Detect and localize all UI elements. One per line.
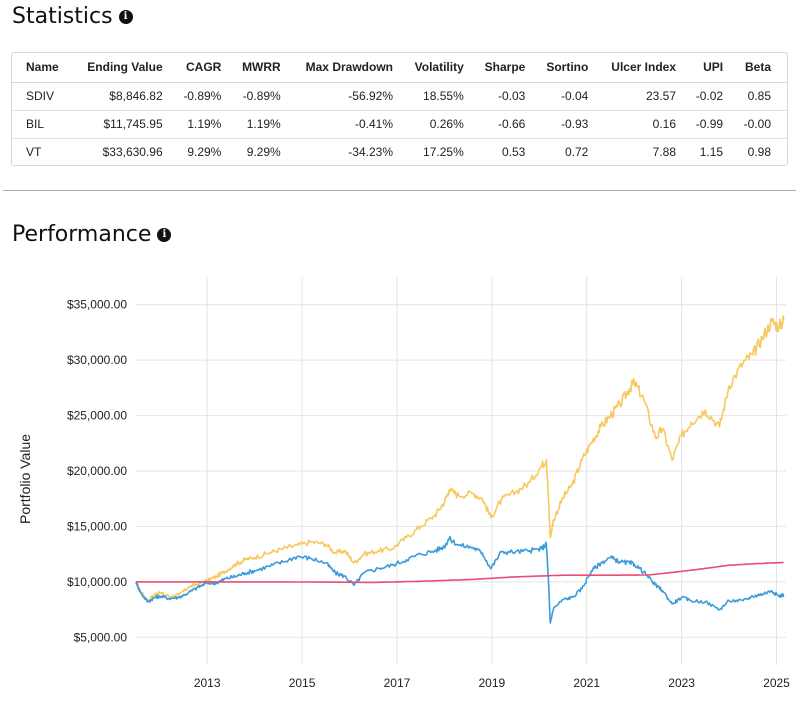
table-cell: -0.89%	[229, 82, 289, 111]
column-header[interactable]: Name	[12, 53, 72, 83]
series-line-2	[136, 561, 784, 584]
y-tick-label: $10,000.00	[67, 575, 127, 589]
statistics-title: Statistics i	[12, 4, 133, 29]
portfolio-name-cell: SDIV	[12, 82, 72, 111]
table-cell: 0.16	[596, 110, 684, 139]
table-cell: -0.04	[533, 82, 597, 111]
column-header[interactable]: Ending Value	[71, 53, 171, 83]
statistics-table-container: Name Ending Value CAGR MWRR Max Drawdown Vola…	[11, 52, 788, 166]
statistics-table: Name Ending Value CAGR MWRR Max Drawdown Vola…	[12, 53, 787, 166]
column-header[interactable]: UPI	[684, 53, 732, 83]
table-cell: -0.99	[684, 110, 732, 139]
x-tick-label: 2017	[384, 676, 411, 690]
series-line-0	[135, 315, 785, 602]
performance-chart: $5,000.00 $10,000.00 $15,000.00 $20,000.00 $…	[17, 277, 790, 690]
column-header[interactable]: Sortino	[533, 53, 597, 83]
column-header[interactable]: Volatility	[401, 53, 472, 83]
column-header[interactable]: Max Drawdown	[288, 53, 401, 83]
table-cell: $11,745.95	[71, 110, 171, 139]
table-cell: 0.26%	[401, 110, 472, 139]
table-header-row: Name Ending Value CAGR MWRR Max Drawdown Vola…	[12, 53, 787, 83]
table-cell: $33,630.96	[102, 145, 163, 160]
table-cell: 9.29%	[246, 145, 281, 160]
table-cell: -34.23%	[348, 145, 393, 160]
y-tick-label: $15,000.00	[67, 519, 127, 533]
chart-series	[135, 315, 785, 624]
info-icon[interactable]: i	[118, 9, 133, 24]
table-row: VT $33,630.96 9.29% 9.29% -34.23% 17.25% 0.53 0…	[12, 138, 787, 166]
table-cell: 1.19%	[170, 110, 230, 139]
y-axis-ticks: $5,000.00 $10,000.00 $15,000.00 $20,000.00 $…	[67, 298, 127, 645]
table-cell: -0.89%	[170, 82, 230, 111]
statistics-title-text: Statistics	[12, 4, 113, 29]
x-tick-label: 2019	[478, 676, 505, 690]
table-cell: 17.25%	[423, 145, 464, 160]
x-tick-label: 2023	[668, 676, 695, 690]
x-axis-ticks: 2013 2015 2017 2019 2021 2023 2025	[194, 676, 790, 690]
section-divider	[3, 190, 796, 191]
y-tick-label: $5,000.00	[74, 630, 128, 644]
table-cell: 1.15	[699, 145, 724, 160]
table-cell: 0.98	[747, 145, 771, 160]
column-header[interactable]: MWRR	[229, 53, 289, 83]
column-header[interactable]: Sharpe	[471, 53, 534, 83]
series-line-1	[135, 535, 785, 624]
y-tick-label: $35,000.00	[67, 298, 127, 312]
column-header[interactable]: Ulcer Index	[596, 53, 684, 83]
table-cell: 7.88	[652, 145, 676, 160]
y-tick-label: $30,000.00	[67, 353, 127, 367]
table-cell: 23.57	[596, 82, 684, 111]
table-cell: -0.66	[471, 110, 534, 139]
table-body: SDIV $8,846.82 -0.89% -0.89% -56.92% 18.55% -0…	[12, 82, 787, 166]
portfolio-name-cell: VT	[26, 145, 42, 160]
table-cell: 0.72	[564, 145, 589, 160]
table-cell: -56.92%	[288, 82, 401, 111]
column-header[interactable]: CAGR	[170, 53, 230, 83]
chart-grid	[136, 277, 786, 665]
table-cell: -0.03	[471, 82, 534, 111]
performance-title: Performance i	[12, 222, 172, 247]
y-tick-label: $20,000.00	[67, 464, 127, 478]
table-cell: $8,846.82	[71, 82, 171, 111]
portfolio-name-cell: BIL	[12, 110, 72, 139]
table-row: SDIV $8,846.82 -0.89% -0.89% -56.92% 18.55% -0…	[12, 82, 787, 111]
table-cell: 1.19%	[229, 110, 289, 139]
column-header[interactable]: Beta	[731, 53, 787, 83]
y-tick-label: $25,000.00	[67, 409, 127, 423]
table-cell: -0.00	[731, 110, 787, 139]
x-tick-label: 2021	[573, 676, 600, 690]
table-cell: 0.53	[501, 145, 526, 160]
x-tick-label: 2013	[194, 676, 221, 690]
info-icon[interactable]: i	[157, 227, 172, 242]
performance-title-text: Performance	[12, 222, 152, 247]
table-cell: -0.93	[533, 110, 597, 139]
x-tick-label: 2025	[763, 676, 790, 690]
x-tick-label: 2015	[289, 676, 316, 690]
table-cell: 18.55%	[401, 82, 472, 111]
table-row: BIL $11,745.95 1.19% 1.19% -0.41% 0.26% -0.66-…	[12, 110, 787, 139]
table-cell: 0.85	[731, 82, 787, 111]
y-axis-title: Portfolio Value	[17, 434, 33, 524]
table-cell: 9.29%	[187, 145, 222, 160]
table-cell: -0.41%	[288, 110, 401, 139]
table-cell: -0.02	[684, 82, 732, 111]
